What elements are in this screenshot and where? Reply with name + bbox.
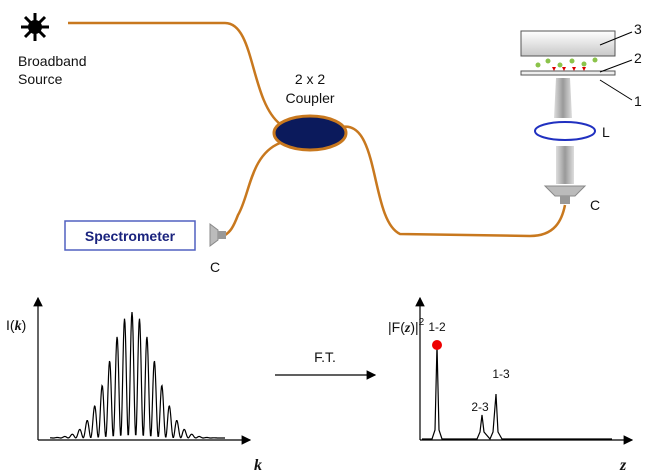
collimator-label: C <box>590 197 600 213</box>
peak-label: 2-3 <box>471 400 489 414</box>
peak-marker <box>432 340 442 350</box>
transform-label: F.T. <box>314 349 336 365</box>
fiber <box>341 125 567 238</box>
fiber <box>224 141 281 237</box>
y-axis-label: I(k) <box>6 317 26 334</box>
peak-label: 1-3 <box>492 367 510 381</box>
spectrometer-box <box>64 220 196 251</box>
spectrum-curve <box>50 311 225 439</box>
source-label: Broadband <box>18 53 87 69</box>
fiber <box>68 21 281 125</box>
lens <box>534 121 596 141</box>
spectrometer-label: Spectrometer <box>85 228 176 244</box>
layer-label: 3 <box>634 21 642 37</box>
layer-label: 2 <box>634 50 642 66</box>
coupler-label: 2 x 2 <box>295 71 326 87</box>
top-plate <box>520 30 616 57</box>
layer-label: 1 <box>634 93 642 109</box>
peaks-curve <box>422 344 612 441</box>
particles <box>535 57 598 71</box>
collimator <box>543 185 587 204</box>
x-axis-label: k <box>254 457 262 474</box>
source-label: Source <box>18 71 63 87</box>
collimator-label: C <box>210 259 220 275</box>
peak-label: 1-2 <box>428 320 446 334</box>
beam <box>556 146 574 184</box>
beam <box>554 78 572 118</box>
collimator <box>209 223 226 247</box>
source-icon <box>21 13 49 41</box>
x-axis-label: z <box>619 457 627 474</box>
coupler <box>272 114 348 152</box>
slide <box>520 70 616 76</box>
label-pointers <box>599 31 633 101</box>
lens-label: L <box>602 124 610 140</box>
y-axis-label: |F(z)|2 <box>388 317 425 336</box>
coupler-label: Coupler <box>285 90 334 106</box>
